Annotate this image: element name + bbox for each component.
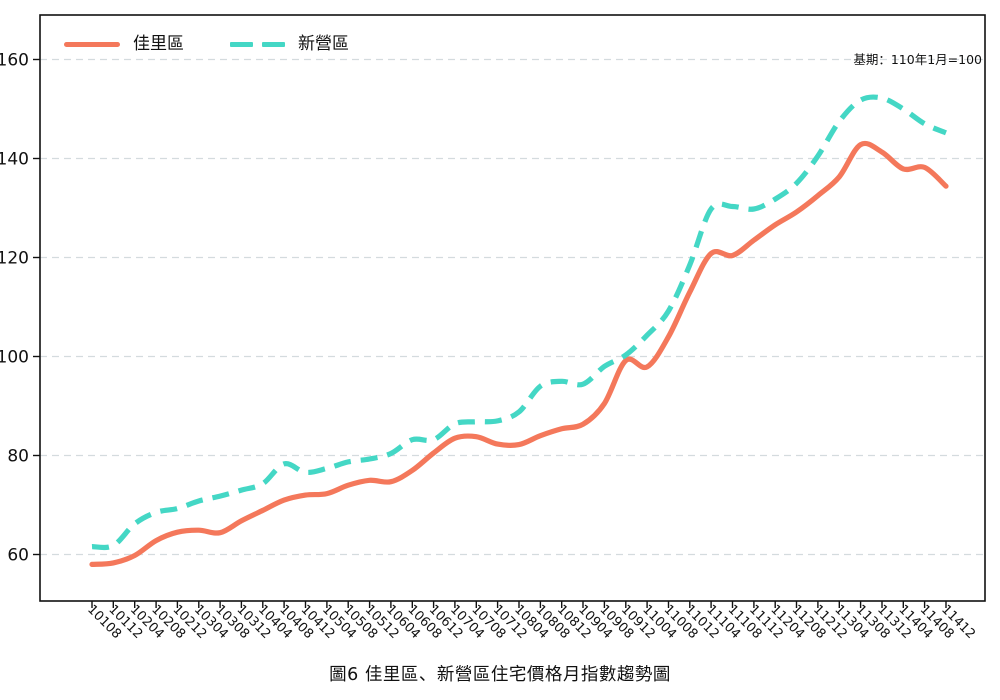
legend-label-jiali: 佳里區 — [133, 33, 184, 54]
y-tick-label: 80 — [7, 447, 29, 467]
series-line-jiali — [89, 140, 949, 567]
y-tick-label: 100 — [0, 348, 29, 368]
y-tick-label: 60 — [7, 546, 29, 566]
y-tick-label: 160 — [0, 51, 29, 71]
legend-item-xinying: 新營區 — [230, 33, 349, 54]
legend: 佳里區 新營區 — [64, 31, 349, 57]
base-period-note: 基期：110年1月=100 — [853, 52, 982, 67]
legend-item-jiali: 佳里區 — [64, 33, 184, 54]
y-tick-label: 140 — [0, 150, 29, 170]
plot-border — [39, 14, 986, 602]
y-tick-label: 120 — [0, 249, 29, 269]
chart-title: 圖6 佳里區、新營區住宅價格月指數趨勢圖 — [329, 665, 671, 685]
legend-line-dashed-swatch — [230, 41, 285, 47]
legend-line-solid-swatch — [64, 41, 120, 47]
series-line-xinying — [91, 94, 947, 551]
legend-label-xinying: 新營區 — [298, 33, 349, 54]
